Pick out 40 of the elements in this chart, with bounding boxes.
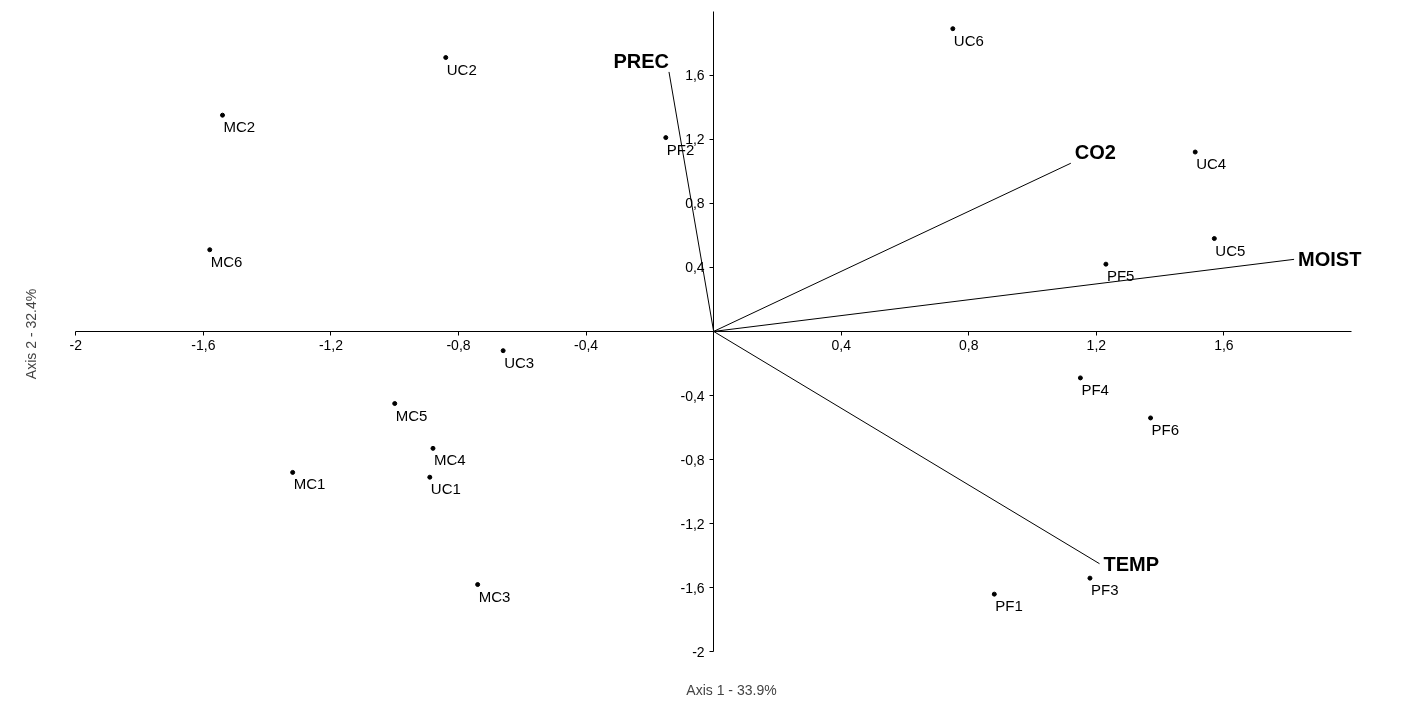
- annotation: UC3: [504, 353, 535, 371]
- series-label: TEMP: [1103, 552, 1160, 575]
- x-tick-label: -1,6: [191, 337, 216, 354]
- x-axis-title: Axis 1 - 33.9%: [686, 681, 777, 698]
- y-tick-label: -1,6: [680, 579, 705, 596]
- y-tick-label: -1,2: [680, 515, 705, 532]
- x-tick-label: 1,2: [1086, 337, 1107, 354]
- annotation: PF3: [1090, 581, 1119, 599]
- annotation: UC4: [1196, 155, 1227, 173]
- x-tick-label: -2: [69, 337, 83, 354]
- annotation: PF4: [1081, 380, 1109, 398]
- y-tick-label: -0,8: [680, 451, 705, 468]
- annotation: MC1: [293, 475, 326, 493]
- series-label: PREC: [613, 49, 669, 72]
- annotation: MC5: [395, 406, 428, 424]
- annotation: UC2: [446, 60, 477, 78]
- annotation: UC5: [1215, 241, 1246, 259]
- series-label: MOIST: [1298, 248, 1362, 271]
- y-tick-label: -0,4: [680, 387, 705, 404]
- y-axis-title: Axis 2 - 32.4%: [22, 288, 39, 380]
- x-tick-label: 0,8: [959, 337, 979, 354]
- x-tick-label: -0,8: [446, 337, 471, 354]
- annotation: PF5: [1106, 267, 1135, 285]
- annotation: MC2: [223, 118, 256, 136]
- x-tick-label: -0,4: [574, 337, 599, 354]
- annotation: UC1: [430, 480, 461, 498]
- annotation: MC4: [433, 451, 466, 469]
- x-tick-label: -1,2: [318, 337, 344, 354]
- x-tick-label: 0,4: [831, 337, 852, 354]
- annotation: PF1: [995, 597, 1023, 615]
- x-tick-label: 1,6: [1214, 337, 1234, 354]
- y-tick-label: 0,8: [685, 195, 705, 212]
- annotation: UC6: [953, 31, 984, 49]
- y-tick-label: 0,4: [685, 259, 705, 276]
- annotation: MC6: [210, 252, 243, 270]
- y-tick-label: -2: [692, 643, 705, 660]
- y-tick-label: 1,6: [685, 67, 705, 84]
- annotation: PF6: [1151, 420, 1180, 438]
- series-label: CO2: [1074, 141, 1116, 164]
- annotation: MC3: [478, 587, 511, 605]
